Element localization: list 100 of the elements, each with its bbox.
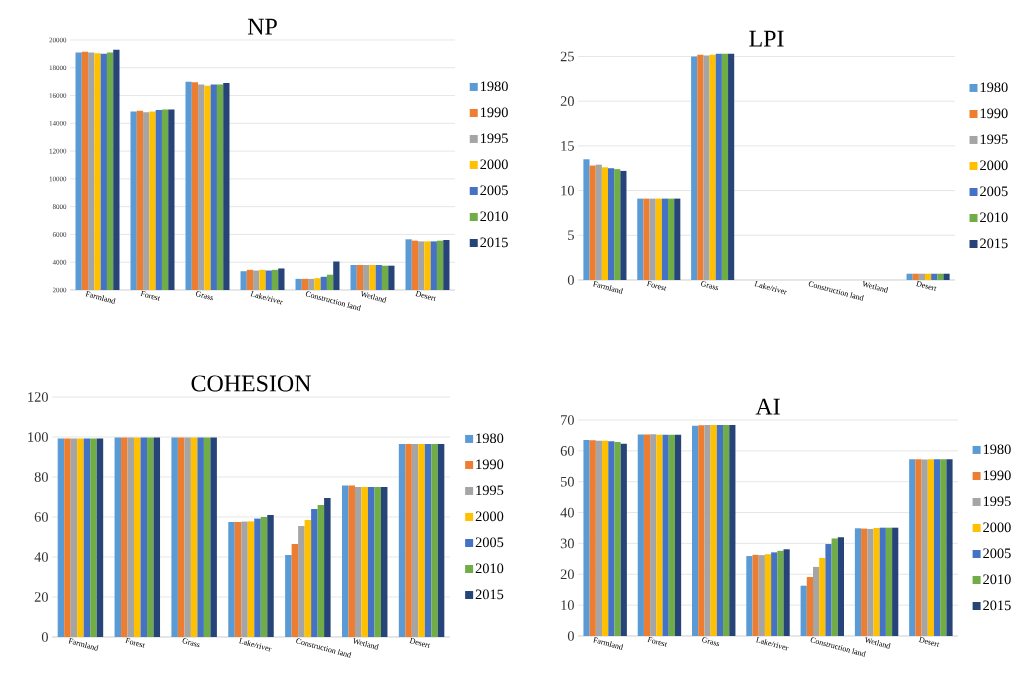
bar	[90, 438, 97, 637]
legend-label: 1995	[983, 496, 1011, 507]
bar	[203, 437, 211, 637]
bar	[918, 273, 926, 280]
bar	[324, 497, 331, 637]
bar	[190, 437, 198, 637]
y-tick-label: 0	[567, 631, 574, 641]
bar	[64, 438, 71, 637]
bar	[927, 459, 934, 636]
y-tick-label: 120	[28, 392, 48, 402]
bar	[437, 443, 445, 637]
chart-title: LPI	[749, 30, 784, 47]
bar	[291, 543, 299, 637]
bar	[424, 443, 432, 637]
bar	[649, 198, 656, 280]
bar	[247, 521, 255, 637]
y-tick-label: 80	[34, 472, 48, 482]
bar	[728, 53, 735, 280]
bar	[367, 486, 375, 637]
legend-label: 2010	[980, 212, 1008, 223]
bar	[210, 437, 217, 637]
bar	[879, 527, 886, 636]
legend-label: 1995	[481, 133, 508, 144]
bar	[267, 514, 274, 637]
legend-label: 1990	[481, 107, 508, 118]
legend-label: 2015	[480, 237, 508, 248]
legend-label: 2005	[980, 186, 1008, 197]
legend-label: 2010	[480, 211, 508, 222]
y-tick-label: 20	[560, 96, 574, 106]
legend-label: 2000	[980, 160, 1008, 171]
bar	[825, 544, 832, 636]
bar	[661, 198, 669, 280]
bar	[304, 519, 312, 637]
y-tick-label: 60	[34, 512, 48, 522]
bar	[57, 438, 65, 637]
bar	[614, 169, 621, 280]
y-tick-label: 15	[561, 141, 574, 151]
legend-label: 2015	[980, 238, 1008, 249]
legend-label: 2015	[475, 589, 504, 600]
bar	[771, 552, 778, 636]
bar	[812, 566, 820, 636]
bar	[752, 554, 759, 636]
y-tick-label: 40	[560, 507, 574, 518]
bar	[70, 438, 78, 637]
bar	[674, 434, 682, 636]
bar	[197, 437, 204, 637]
bar	[933, 459, 941, 636]
bar	[77, 438, 84, 637]
bar	[746, 556, 753, 636]
bar	[127, 437, 135, 637]
legend-label: 1995	[980, 134, 1008, 145]
bar	[698, 425, 705, 636]
bar	[260, 516, 268, 637]
bar	[721, 53, 729, 280]
bar	[692, 425, 699, 636]
bar	[411, 443, 419, 637]
bar	[885, 527, 893, 636]
bar	[921, 459, 928, 636]
legend-label: 2000	[983, 522, 1011, 533]
legend-label: 1990	[476, 459, 504, 470]
bar	[704, 424, 711, 636]
bar	[873, 527, 880, 636]
bar	[405, 443, 412, 637]
bar	[583, 440, 590, 636]
y-tick-label: 0	[41, 632, 48, 642]
legend-label: 2005	[480, 185, 508, 196]
bar	[892, 527, 899, 636]
bar	[925, 273, 932, 280]
bar	[643, 434, 651, 636]
bar	[134, 437, 141, 637]
bar	[912, 273, 919, 280]
y-tick-label: 100	[28, 432, 48, 442]
legend-label: 2005	[475, 537, 504, 548]
bar	[114, 437, 122, 637]
bar	[354, 486, 362, 637]
bar	[620, 170, 627, 280]
bar	[915, 459, 922, 636]
y-tick-label: 0	[567, 275, 574, 285]
bar	[946, 459, 953, 636]
legend-label: 1980	[983, 444, 1011, 455]
bar	[418, 443, 425, 637]
bar	[943, 273, 950, 280]
legend-label: 1980	[476, 433, 504, 444]
y-tick-label: 70	[561, 415, 574, 425]
bar	[147, 437, 154, 637]
bar	[729, 424, 736, 636]
bar	[662, 434, 669, 636]
bar	[620, 443, 627, 636]
bar	[655, 198, 662, 280]
bar	[723, 424, 730, 636]
bar	[819, 557, 826, 636]
bar	[697, 54, 704, 280]
legend-label: 1995	[476, 485, 504, 496]
legend-label: 1980	[980, 82, 1008, 93]
bar	[361, 486, 368, 637]
bar	[668, 434, 675, 636]
bar	[241, 521, 248, 637]
bar	[806, 577, 813, 636]
bar	[341, 485, 349, 637]
bar	[931, 273, 938, 280]
